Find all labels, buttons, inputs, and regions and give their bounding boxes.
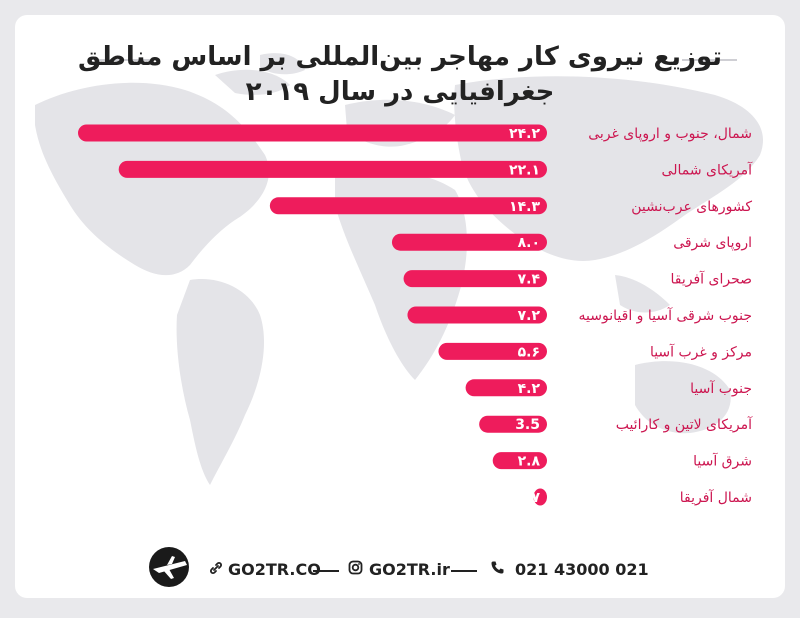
airplane-logo-icon: [149, 547, 189, 587]
bar-value-label-2: ۲۲.۱: [509, 162, 540, 178]
bar-4: [391, 233, 547, 251]
bar-5: [403, 270, 547, 288]
phone-icon: [490, 560, 505, 579]
bar-value-label-5: ۷.۴: [518, 272, 541, 288]
instagram-handle[interactable]: GO2TR.ir: [369, 560, 450, 579]
category-label-7: مرکز و غرب آسیا: [650, 343, 752, 360]
bar-value-label-1: ۲۴.۲: [509, 126, 540, 142]
bar-value-label-9: 3.5: [515, 417, 540, 433]
infographic-card: توزیع نیروی کار مهاجر بین‌المللی بر اساس…: [15, 15, 785, 598]
bar-9: [479, 415, 547, 433]
footer-divider: [451, 570, 477, 572]
bar-value-label-8: ۴.۲: [518, 381, 541, 397]
bar-value-label-6: ۷.۲: [518, 308, 541, 324]
bar-chart: ۲۴.۲ شمال، جنوب و اروپای غربی ۲۲.۱ آمریکای …: [78, 124, 754, 506]
bar-value-label-7: ۵.۶: [518, 344, 540, 360]
category-label-1: شمال، جنوب و اروپای غربی: [588, 126, 752, 142]
bar-value-label-11: ۰.۷: [518, 490, 541, 506]
category-label-2: آمریکای شمالی: [662, 161, 754, 178]
bar-6: [407, 306, 547, 324]
bar-value-label-4: ۸.۰: [518, 235, 540, 251]
bar-8: [465, 379, 547, 397]
website-link[interactable]: GO2TR.CO: [228, 560, 321, 579]
footer-bar: GO2TR.CO GO2TR.ir 021 43000 021: [15, 553, 785, 587]
category-label-4: اروپای شرقی: [673, 235, 752, 251]
chart-title-line-1: توزیع نیروی کار مهاجر بین‌المللی بر اساس…: [77, 42, 723, 72]
category-label-8: جنوب آسیا: [690, 380, 752, 397]
phone-number[interactable]: 021 43000 021: [515, 560, 649, 579]
category-label-5: صحرای آفریقا: [671, 271, 753, 288]
bar-2: [118, 160, 547, 178]
bar-11: [533, 488, 547, 506]
category-label-11: شمال آفریقا: [680, 489, 752, 506]
link-icon: [209, 560, 223, 579]
footer-divider: [313, 570, 339, 572]
title-rule-left: [95, 59, 150, 61]
bar-1: [78, 124, 547, 142]
bar-value-label-3: ۱۴.۳: [509, 199, 540, 215]
instagram-icon: [348, 560, 363, 579]
bar-10: [492, 452, 547, 470]
bar-value-label-10: ۲.۸: [518, 454, 541, 470]
category-label-10: شرق آسیا: [693, 453, 752, 470]
category-label-3: کشورهای عرب‌نشین: [631, 199, 752, 215]
title-rule-right: [682, 59, 737, 61]
bar-7: [438, 342, 547, 360]
chart-title-line-2: جغرافیایی در سال ۲۰۱۹: [245, 77, 555, 107]
bar-3: [269, 197, 547, 215]
category-label-9: آمریکای لاتین و کارائیب: [616, 416, 753, 433]
category-label-6: جنوب شرقی آسیا و اقیانوسیه: [579, 307, 752, 324]
